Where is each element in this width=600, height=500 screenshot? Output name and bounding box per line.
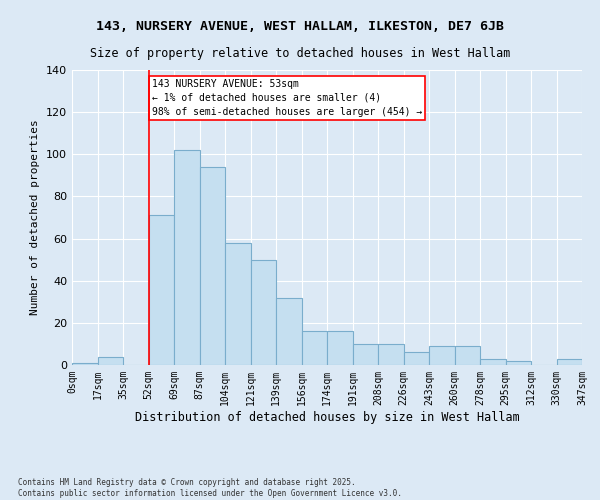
X-axis label: Distribution of detached houses by size in West Hallam: Distribution of detached houses by size … [134, 410, 520, 424]
Text: 143, NURSERY AVENUE, WEST HALLAM, ILKESTON, DE7 6JB: 143, NURSERY AVENUE, WEST HALLAM, ILKEST… [96, 20, 504, 33]
Bar [97, 356, 123, 365]
Bar [404, 352, 429, 365]
Bar [251, 260, 276, 365]
Bar [557, 358, 582, 365]
Bar [480, 358, 505, 365]
Bar [505, 361, 531, 365]
Text: Size of property relative to detached houses in West Hallam: Size of property relative to detached ho… [90, 48, 510, 60]
Bar [302, 332, 327, 365]
Bar [72, 363, 97, 365]
Text: Contains HM Land Registry data © Crown copyright and database right 2025.
Contai: Contains HM Land Registry data © Crown c… [18, 478, 402, 498]
Bar [199, 167, 225, 365]
Bar [429, 346, 455, 365]
Y-axis label: Number of detached properties: Number of detached properties [31, 120, 40, 316]
Bar [327, 332, 353, 365]
Bar [353, 344, 378, 365]
Bar [378, 344, 404, 365]
Bar [455, 346, 480, 365]
Bar [225, 243, 251, 365]
Bar [276, 298, 302, 365]
Bar [174, 150, 199, 365]
Text: 143 NURSERY AVENUE: 53sqm
← 1% of detached houses are smaller (4)
98% of semi-de: 143 NURSERY AVENUE: 53sqm ← 1% of detach… [152, 79, 422, 117]
Bar [149, 216, 174, 365]
